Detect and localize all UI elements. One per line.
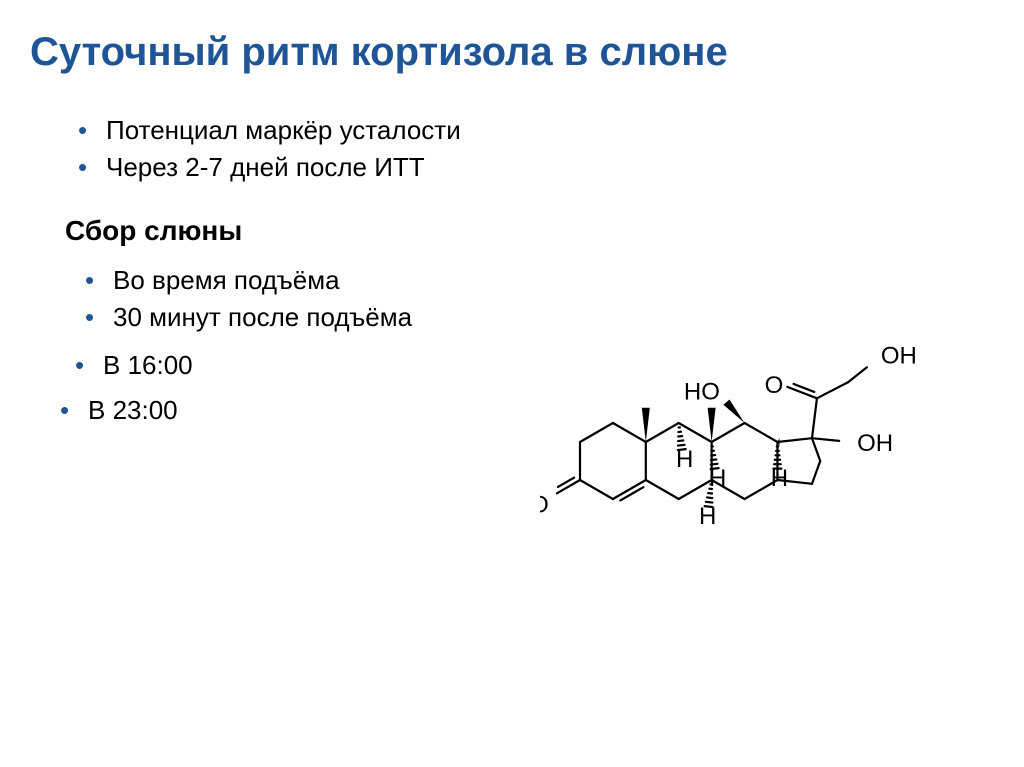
bullet-group-4: В 23:00 (60, 395, 178, 432)
svg-text:O: O (765, 372, 784, 399)
bullet-item: Во время подъёма (85, 265, 412, 296)
svg-text:OH: OH (857, 430, 893, 457)
svg-text:HO: HO (684, 378, 720, 405)
bullet-text: В 23:00 (88, 395, 178, 425)
bullet-text: Потенциал маркёр усталости (106, 115, 461, 145)
svg-text:O: O (540, 492, 549, 519)
cortisol-structure-diagram: OOOHHOOHHHHH (540, 180, 1010, 540)
bullet-group-2: Во время подъёма 30 минут после подъёма (85, 265, 412, 339)
bullet-text: Во время подъёма (113, 265, 340, 295)
bullet-item: Через 2-7 дней после ИТТ (78, 152, 461, 183)
bullet-group-3: В 16:00 (75, 350, 193, 387)
bullet-item: В 16:00 (75, 350, 193, 381)
svg-text:H: H (676, 446, 693, 473)
bullet-item: 30 минут после подъёма (85, 302, 412, 333)
bullet-text: Через 2-7 дней после ИТТ (106, 152, 425, 182)
bullet-item: Потенциал маркёр усталости (78, 115, 461, 146)
bullet-text: В 16:00 (103, 350, 193, 380)
bullet-text: 30 минут после подъёма (113, 302, 412, 332)
svg-text:H: H (771, 465, 788, 492)
svg-text:H: H (699, 503, 716, 530)
svg-text:H: H (709, 465, 726, 492)
bullet-item: В 23:00 (60, 395, 178, 426)
slide-title: Суточный ритм кортизола в слюне (30, 30, 728, 75)
subheading: Сбор слюны (65, 215, 242, 247)
bullet-group-1: Потенциал маркёр усталости Через 2-7 дне… (78, 115, 461, 189)
svg-text:OH: OH (881, 342, 917, 369)
